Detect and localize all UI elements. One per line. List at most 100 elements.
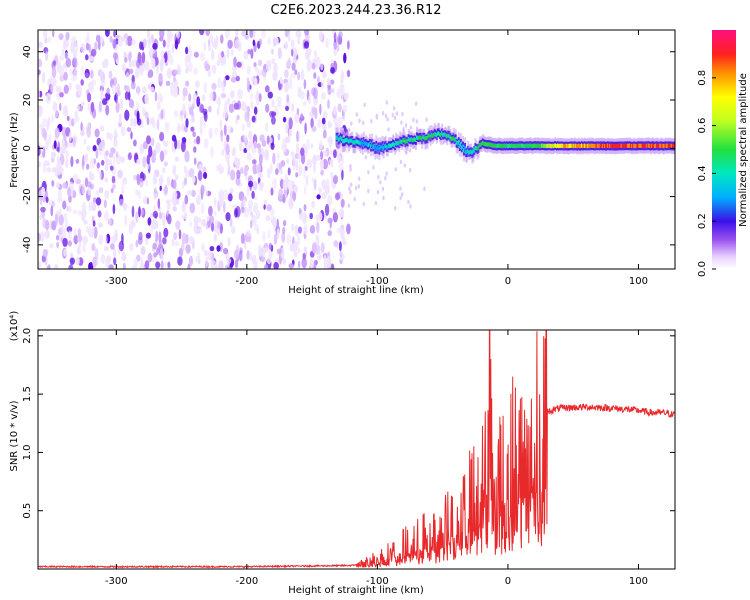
noise-blob xyxy=(179,110,184,116)
noise-blob xyxy=(190,117,195,123)
noise-blob xyxy=(94,41,98,51)
noise-blob xyxy=(324,203,330,216)
noise-blob xyxy=(86,31,90,40)
noise-blob xyxy=(287,167,291,176)
carrier-core xyxy=(440,132,442,138)
noise-blob xyxy=(156,102,161,110)
noise-blob xyxy=(327,120,331,130)
carrier-core xyxy=(466,150,469,155)
noise-blob xyxy=(230,225,236,234)
carrier-core xyxy=(659,143,662,148)
noise-blob xyxy=(92,79,97,86)
noise-blob xyxy=(321,92,326,100)
noise-blob xyxy=(257,245,263,257)
noise-blob xyxy=(303,246,307,254)
carrier-core xyxy=(539,143,542,149)
noise-blob xyxy=(298,207,302,215)
noise-blob xyxy=(117,169,123,179)
noise-blob xyxy=(246,250,250,260)
colorbar-label: Normalized spectral amplitude xyxy=(738,73,749,227)
noise-blob xyxy=(90,228,95,234)
noise-blob xyxy=(243,50,249,60)
noise-blob xyxy=(144,60,150,71)
noise-blob xyxy=(240,166,244,175)
noise-blob xyxy=(340,193,344,200)
noise-speckle xyxy=(385,171,388,176)
carrier-core xyxy=(507,143,510,149)
noise-blob xyxy=(130,81,136,90)
noise-blob xyxy=(187,61,193,73)
noise-blob xyxy=(226,97,231,106)
carrier-core xyxy=(404,140,407,145)
noise-blob xyxy=(273,233,278,245)
carrier-core xyxy=(548,143,551,148)
noise-blob xyxy=(326,256,332,268)
noise-blob xyxy=(90,48,97,57)
noise-blob xyxy=(80,79,84,86)
carrier-core xyxy=(590,143,593,148)
noise-blob xyxy=(328,138,334,144)
noise-blob xyxy=(272,152,276,165)
carrier-core xyxy=(357,140,360,145)
noise-blob xyxy=(294,224,299,236)
noise-blob xyxy=(171,43,175,54)
noise-blob xyxy=(216,107,220,116)
noise-blob xyxy=(222,247,229,255)
carrier-core xyxy=(477,145,480,150)
noise-blob xyxy=(317,118,322,129)
noise-blob xyxy=(46,121,49,132)
noise-blob xyxy=(322,158,329,170)
noise-blob xyxy=(146,30,151,39)
noise-blob xyxy=(77,210,83,216)
noise-blob xyxy=(162,39,166,48)
carrier-core xyxy=(510,143,512,148)
noise-blob xyxy=(157,198,161,209)
noise-speckle xyxy=(401,112,404,117)
noise-blob xyxy=(87,187,92,196)
noise-speckle xyxy=(387,127,390,132)
carrier-core xyxy=(371,142,374,147)
noise-blob xyxy=(325,178,330,189)
noise-blob xyxy=(337,103,343,113)
noise-blob xyxy=(77,228,82,237)
noise-blob xyxy=(148,145,153,158)
noise-blob xyxy=(311,62,316,70)
noise-blob xyxy=(320,79,325,90)
noise-blob xyxy=(281,231,286,243)
noise-blob xyxy=(288,128,293,137)
noise-blob xyxy=(309,212,314,220)
noise-blob xyxy=(153,193,157,200)
noise-speckle xyxy=(348,186,351,191)
noise-blob xyxy=(121,183,125,196)
noise-blob xyxy=(142,156,147,168)
noise-blob xyxy=(133,118,137,127)
noise-blob xyxy=(209,91,214,101)
noise-blob xyxy=(167,49,171,60)
noise-blob xyxy=(225,143,230,156)
noise-blob xyxy=(248,130,252,141)
noise-blob xyxy=(284,40,288,49)
y-tick-label: -40 xyxy=(22,237,33,253)
noise-blob xyxy=(240,101,247,111)
noise-blob xyxy=(309,111,313,117)
noise-blob xyxy=(222,189,229,201)
noise-blob xyxy=(277,133,281,141)
noise-speckle xyxy=(386,117,389,122)
noise-blob xyxy=(122,202,128,211)
noise-blob xyxy=(90,202,96,210)
noise-blob xyxy=(181,123,186,132)
noise-blob xyxy=(162,237,167,245)
noise-blob xyxy=(96,162,101,169)
noise-blob xyxy=(59,92,64,98)
carrier-core xyxy=(487,142,489,147)
carrier-core xyxy=(427,134,430,139)
noise-blob xyxy=(140,256,144,268)
carrier-core xyxy=(449,135,452,140)
noise-blob xyxy=(306,46,310,56)
noise-blob xyxy=(313,259,317,269)
noise-blob xyxy=(282,226,286,235)
noise-blob xyxy=(141,208,144,216)
noise-blob xyxy=(128,61,133,68)
noise-blob xyxy=(246,229,251,237)
carrier-core xyxy=(576,143,579,149)
